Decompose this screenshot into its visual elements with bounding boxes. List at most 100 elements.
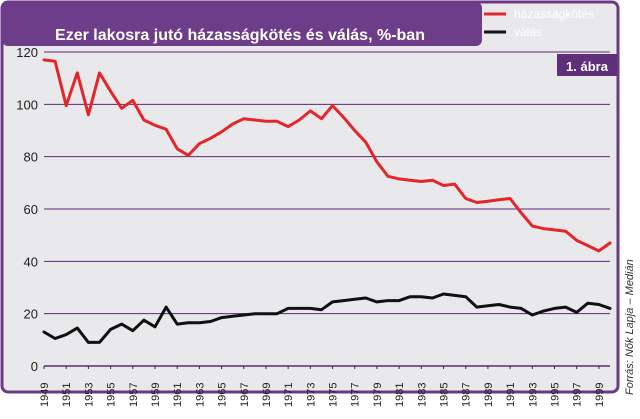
data-point	[42, 58, 46, 62]
figure-badge-bg	[557, 54, 617, 76]
data-point	[320, 117, 323, 120]
data-point	[65, 333, 68, 336]
data-point	[309, 109, 312, 113]
data-point	[397, 177, 401, 181]
y-tick-label: 60	[24, 202, 38, 217]
data-point	[553, 228, 556, 232]
data-point	[264, 312, 268, 315]
data-point	[375, 300, 379, 304]
data-point	[497, 303, 501, 306]
data-point	[331, 104, 334, 107]
data-point	[586, 244, 589, 247]
x-tick-label: 1987	[461, 383, 473, 407]
y-tick-label: 0	[31, 359, 38, 374]
data-point	[187, 321, 190, 324]
x-tick-label: 1985	[439, 383, 451, 407]
x-tick-label: 1997	[572, 383, 584, 407]
data-point	[131, 329, 134, 332]
data-point	[109, 328, 112, 331]
data-point	[542, 227, 545, 230]
x-tick-label: 1981	[394, 383, 406, 407]
x-tick-label: 1961	[172, 383, 184, 407]
data-point	[386, 299, 390, 302]
data-point	[287, 125, 290, 128]
legend-label: válás	[514, 25, 542, 39]
data-point	[353, 129, 356, 132]
title-bar	[2, 2, 482, 46]
x-tick-label: 1949	[39, 383, 51, 407]
data-point	[575, 239, 578, 242]
data-point	[253, 312, 257, 315]
series-divorce	[42, 292, 612, 344]
x-tick-label: 1977	[350, 383, 362, 407]
x-tick-label: 1953	[83, 383, 95, 407]
y-tick-label: 20	[24, 307, 38, 322]
x-tick-label: 1957	[128, 383, 140, 407]
data-point	[176, 322, 179, 326]
data-point	[231, 122, 234, 126]
x-tick-label: 1975	[328, 383, 340, 407]
data-point	[98, 341, 101, 344]
data-point	[409, 179, 412, 182]
x-tick-label: 1971	[283, 383, 295, 407]
data-point	[342, 299, 345, 302]
data-point	[53, 337, 57, 340]
data-point	[364, 141, 367, 144]
data-point	[42, 330, 46, 334]
data-point	[275, 120, 279, 123]
y-tick-label: 40	[24, 254, 38, 269]
x-tick-label: 1973	[305, 383, 317, 407]
data-point	[209, 320, 212, 323]
data-point	[98, 71, 101, 75]
data-point	[331, 300, 334, 304]
data-point	[231, 315, 234, 318]
legend-label: házasságkötés	[514, 7, 594, 21]
data-point	[553, 307, 556, 310]
data-point	[564, 305, 567, 309]
data-point	[508, 197, 512, 200]
divorce-line	[42, 292, 612, 344]
data-point	[253, 118, 257, 122]
x-tick-label: 1979	[372, 383, 384, 407]
data-point	[531, 224, 534, 228]
x-tick-label: 1969	[261, 383, 273, 407]
data-point	[442, 292, 445, 296]
data-point	[353, 298, 356, 301]
data-point	[120, 322, 123, 326]
x-tick-label: 1995	[550, 383, 562, 407]
data-point	[298, 307, 301, 310]
data-point	[342, 116, 345, 119]
data-point	[220, 130, 223, 133]
data-point	[287, 307, 290, 310]
data-point	[220, 316, 223, 319]
series-group	[42, 58, 612, 344]
data-point	[87, 341, 90, 344]
data-point	[597, 249, 601, 253]
data-point	[176, 147, 179, 150]
data-point	[431, 296, 434, 300]
y-tick-label: 80	[24, 150, 38, 165]
data-point	[586, 302, 589, 305]
data-point	[475, 305, 478, 309]
data-point	[309, 307, 312, 310]
data-point	[164, 128, 168, 131]
x-tick-label: 1959	[150, 383, 162, 407]
x-tick-label: 1963	[194, 383, 206, 407]
legend: házasságkötés válás	[484, 7, 594, 39]
data-point	[575, 311, 578, 314]
data-point	[386, 175, 390, 178]
x-tick-label: 1991	[505, 383, 517, 407]
x-tick-label: 1983	[416, 383, 428, 407]
data-point	[420, 295, 423, 298]
data-point	[520, 211, 523, 215]
data-point	[486, 304, 490, 307]
data-point	[87, 113, 90, 117]
x-tick-label: 1989	[483, 383, 495, 407]
data-point	[264, 120, 268, 123]
data-point	[531, 313, 534, 317]
data-point	[464, 197, 467, 200]
y-axis: 0 20 40 60 80 100 120	[16, 45, 38, 374]
y-tick-label: 120	[16, 45, 38, 60]
data-point	[564, 230, 567, 233]
